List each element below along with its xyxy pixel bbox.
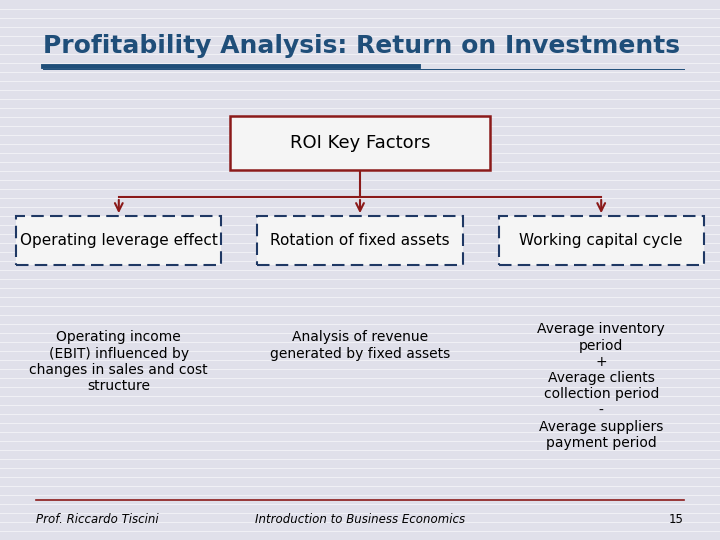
FancyBboxPatch shape <box>230 116 490 170</box>
Text: Analysis of revenue
generated by fixed assets: Analysis of revenue generated by fixed a… <box>270 330 450 361</box>
Text: Working capital cycle: Working capital cycle <box>519 233 683 248</box>
Text: ROI Key Factors: ROI Key Factors <box>289 134 431 152</box>
FancyBboxPatch shape <box>258 216 463 265</box>
Text: Profitability Analysis: Return on Investments: Profitability Analysis: Return on Invest… <box>43 34 680 58</box>
Text: Operating income
(EBIT) influenced by
changes in sales and cost
structure: Operating income (EBIT) influenced by ch… <box>30 330 208 393</box>
Text: Average inventory
period
+
Average clients
collection period
-
Average suppliers: Average inventory period + Average clien… <box>537 322 665 450</box>
Text: Prof. Riccardo Tiscini: Prof. Riccardo Tiscini <box>36 513 158 526</box>
FancyBboxPatch shape <box>498 216 704 265</box>
FancyBboxPatch shape <box>17 216 222 265</box>
Text: 15: 15 <box>669 513 684 526</box>
Text: Operating leverage effect: Operating leverage effect <box>20 233 217 248</box>
Text: Introduction to Business Economics: Introduction to Business Economics <box>255 513 465 526</box>
Text: Rotation of fixed assets: Rotation of fixed assets <box>270 233 450 248</box>
